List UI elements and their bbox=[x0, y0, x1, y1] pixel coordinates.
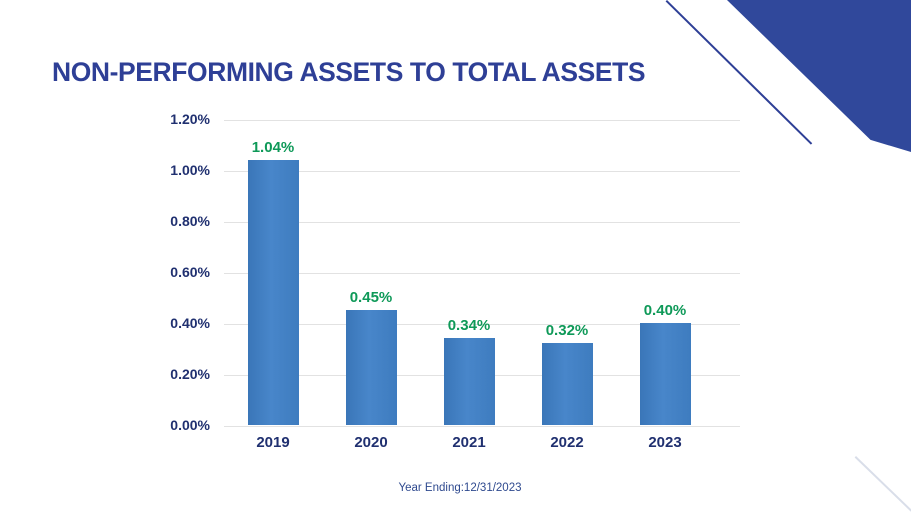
value-label-2022: 0.32% bbox=[545, 322, 589, 340]
gridline-0.40% bbox=[224, 324, 740, 325]
gridline-0.60% bbox=[224, 273, 740, 274]
bar-2021 bbox=[443, 338, 495, 425]
x-tick-label-2023: 2023 bbox=[648, 434, 682, 451]
y-tick-label-1.00%: 1.00% bbox=[170, 162, 210, 178]
y-tick-label-0.20%: 0.20% bbox=[170, 366, 210, 382]
y-tick-label-0.40%: 0.40% bbox=[170, 315, 210, 331]
bar-2020 bbox=[345, 310, 397, 425]
bar-2019 bbox=[247, 159, 299, 425]
x-tick-label-2020: 2020 bbox=[354, 434, 388, 451]
x-tick-label-2019: 2019 bbox=[256, 434, 290, 451]
value-label-2023: 0.40% bbox=[643, 302, 687, 319]
gridline-0.00% bbox=[224, 426, 740, 427]
chart-plot-area bbox=[224, 120, 740, 427]
gridline-1.00% bbox=[224, 171, 740, 172]
y-tick-label-0.00%: 0.00% bbox=[170, 417, 210, 433]
bottom-right-diagonal-line bbox=[854, 456, 911, 512]
y-tick-label-0.80%: 0.80% bbox=[170, 213, 210, 229]
value-label-2020: 0.45% bbox=[349, 289, 393, 307]
value-label-2019: 1.04% bbox=[251, 138, 295, 156]
y-tick-label-1.20%: 1.20% bbox=[170, 111, 210, 127]
value-label-2021: 0.34% bbox=[447, 317, 491, 335]
bar-2023 bbox=[639, 323, 691, 425]
chart-caption: Year Ending:12/31/2023 bbox=[398, 482, 522, 494]
x-tick-label-2022: 2022 bbox=[550, 434, 584, 451]
gridline-1.20% bbox=[224, 120, 740, 121]
chart-title: NON-PERFORMING ASSETS TO TOTAL ASSETS bbox=[52, 57, 646, 87]
y-tick-label-0.60%: 0.60% bbox=[170, 264, 210, 280]
bar-2022 bbox=[541, 343, 593, 425]
corner-triangle bbox=[727, 0, 911, 152]
x-tick-label-2021: 2021 bbox=[452, 434, 486, 451]
gridline-0.80% bbox=[224, 222, 740, 223]
